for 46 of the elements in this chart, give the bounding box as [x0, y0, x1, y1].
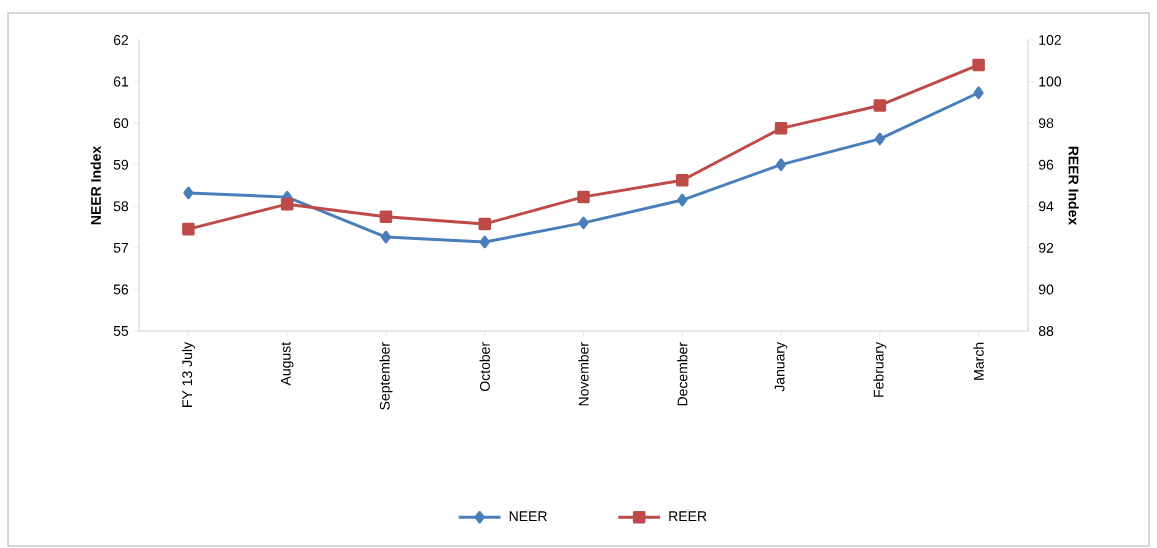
y2-tick-label: 96 [1038, 159, 1054, 170]
y-tick-label: 61 [113, 76, 129, 87]
y-tick-label: 60 [113, 118, 129, 129]
x-tick-label: FY 13 July [181, 341, 195, 407]
y-tick-label: 58 [113, 201, 129, 212]
x-tick-label: February [873, 341, 887, 397]
y-tick-label: 57 [113, 242, 129, 253]
y-axis-title: NEER Index [90, 145, 101, 225]
y2-tick-label: 94 [1038, 201, 1054, 212]
x-tick-label: March [973, 342, 984, 380]
point [972, 58, 985, 72]
point [280, 197, 294, 211]
x-tick-label: October [479, 342, 490, 392]
point [479, 235, 490, 249]
y2-tick-label: 90 [1038, 284, 1054, 295]
x-tick-label: November [578, 342, 589, 406]
point [578, 216, 589, 230]
legend-label: NEER [509, 511, 547, 521]
x-tick-label: January [774, 341, 788, 392]
y-tick-label: 62 [113, 35, 129, 45]
y-tick-label: 59 [113, 159, 129, 170]
point [577, 190, 590, 204]
legend-label: REER [669, 511, 707, 521]
y2-axis-title: REER Index [1068, 146, 1079, 226]
point [873, 99, 887, 112]
x-tick-label: September [379, 342, 393, 410]
point [677, 193, 688, 207]
y-tick-label: 55 [113, 326, 129, 336]
y2-tick-label: 88 [1038, 326, 1054, 336]
point [774, 122, 788, 135]
point [380, 230, 392, 244]
y2-tick-label: 102 [1039, 35, 1061, 45]
x-tick-label: August [280, 342, 294, 386]
point [775, 158, 787, 171]
y2-tick-label: 100 [1039, 76, 1062, 87]
point [182, 222, 195, 236]
y-tick-label: 56 [113, 284, 129, 295]
point [676, 174, 689, 187]
y2-tick-label: 92 [1038, 242, 1054, 253]
point [478, 217, 491, 231]
x-tick-label: December [677, 342, 688, 406]
y2-tick-label: 98 [1038, 118, 1054, 129]
point [874, 132, 885, 146]
point [973, 86, 984, 100]
point [379, 210, 393, 223]
point [183, 186, 194, 200]
